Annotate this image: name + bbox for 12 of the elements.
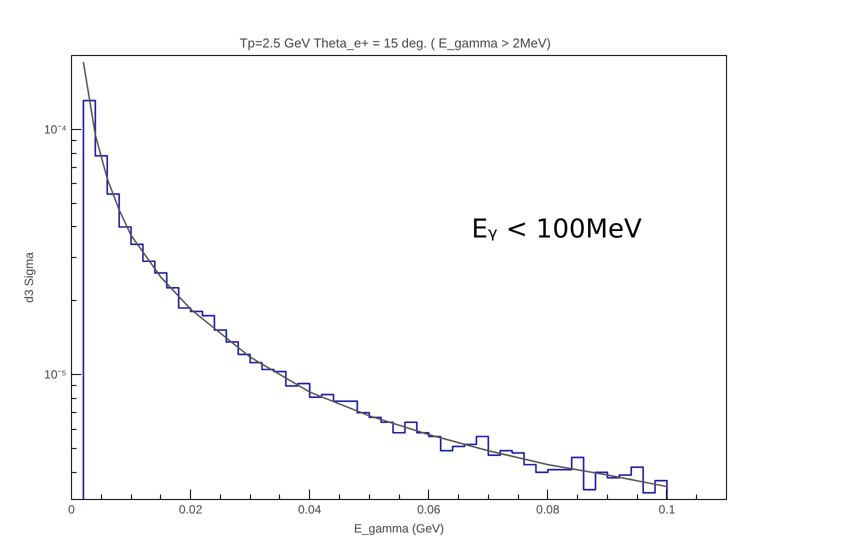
y-tick-label: 10⁻⁵ <box>44 368 67 382</box>
annotation: Eᵧ < 100MeV <box>472 214 642 244</box>
y-tick-label: 10⁻⁴ <box>44 122 67 136</box>
x-tick-label: 0.08 <box>536 502 560 516</box>
y-axis-title: d3 Sigma <box>22 252 36 303</box>
x-axis-title: E_gamma (GeV) <box>354 522 444 536</box>
x-tick-label: 0.1 <box>658 502 676 516</box>
x-tick-label: 0.02 <box>178 502 203 516</box>
x-tick-label: 0.06 <box>417 502 441 516</box>
chart-title: Tp=2.5 GeV Theta_e+ = 15 deg. ( E_gamma > 2MeV) <box>240 36 551 50</box>
x-tick-label: 0 <box>68 502 76 516</box>
x-tick-label: 0.04 <box>298 502 322 516</box>
